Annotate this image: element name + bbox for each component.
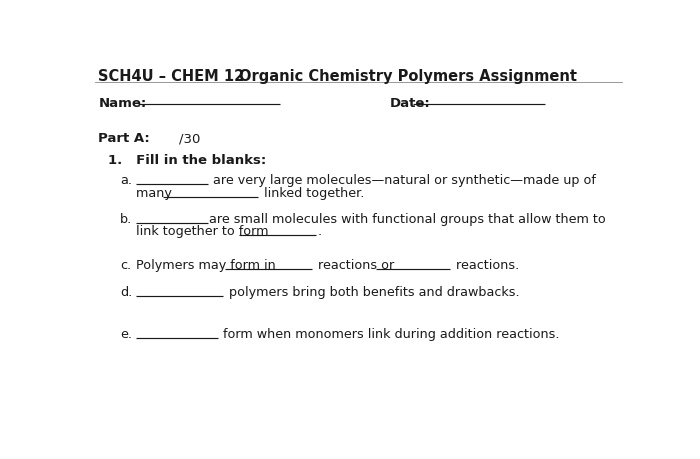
Text: d.: d.: [120, 286, 132, 299]
Text: Date:: Date:: [390, 97, 430, 111]
Text: a.: a.: [120, 174, 132, 187]
Text: reactions.: reactions.: [452, 259, 519, 272]
Text: many: many: [136, 187, 176, 200]
Text: link together to form: link together to form: [136, 225, 272, 238]
Text: are very large molecules—natural or synthetic—made up of: are very large molecules—natural or synt…: [209, 174, 596, 187]
Text: SCH4U – CHEM 12: SCH4U – CHEM 12: [98, 69, 244, 84]
Text: e.: e.: [120, 329, 132, 341]
Text: reactions or: reactions or: [314, 259, 398, 272]
Text: polymers bring both benefits and drawbacks.: polymers bring both benefits and drawbac…: [225, 286, 519, 299]
Text: 1.   Fill in the blanks:: 1. Fill in the blanks:: [108, 154, 266, 167]
Text: Part A:: Part A:: [98, 132, 150, 145]
Text: Polymers may form in: Polymers may form in: [136, 259, 279, 272]
Text: linked together.: linked together.: [260, 187, 364, 200]
Text: b.: b.: [120, 213, 132, 226]
Text: Organic Chemistry Polymers Assignment: Organic Chemistry Polymers Assignment: [239, 69, 577, 84]
Text: /30: /30: [179, 132, 200, 145]
Text: are small molecules with functional groups that allow them to: are small molecules with functional grou…: [209, 213, 606, 226]
Text: form when monomers link during addition reactions.: form when monomers link during addition …: [219, 329, 560, 341]
Text: c.: c.: [120, 259, 131, 272]
Text: .: .: [318, 225, 322, 238]
Text: Name:: Name:: [98, 97, 146, 111]
